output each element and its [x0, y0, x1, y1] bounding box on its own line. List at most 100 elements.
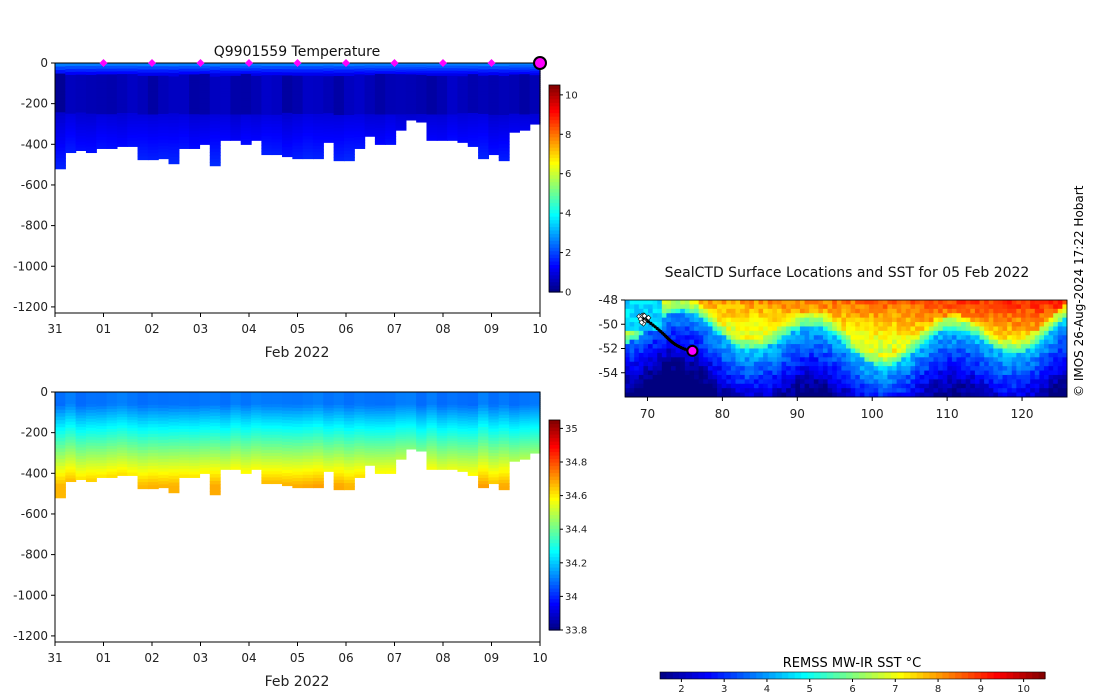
salinity-cell [147, 462, 159, 467]
sst-cell [818, 370, 824, 376]
sst-cell [680, 357, 686, 363]
salinity-cell [292, 462, 304, 466]
temperature-cell [478, 66, 490, 70]
sst-cell [809, 326, 815, 332]
sst-cell [680, 352, 686, 358]
sst-cell [799, 313, 806, 319]
sst-cell [970, 313, 976, 319]
salinity-cell [96, 440, 108, 444]
sst-cell [813, 370, 819, 376]
salinity-cell [343, 414, 355, 419]
sst-cell [1007, 322, 1013, 327]
sst-cell [680, 313, 686, 319]
salinity-cell [302, 401, 314, 406]
salinity-cell [509, 454, 520, 458]
sst-cell [790, 344, 796, 349]
salinity-cell [75, 470, 87, 475]
sst-cell [878, 322, 884, 327]
temperature-cell [220, 81, 232, 85]
sst-cell [763, 344, 769, 349]
temperature-cell [240, 141, 252, 145]
temperature-cell [168, 160, 180, 165]
salinity-cell [199, 454, 211, 458]
temperature-cell [75, 95, 87, 99]
temperature-cell [158, 120, 170, 125]
sst-cell [859, 308, 865, 314]
temperature-cell [261, 145, 273, 149]
temperature-cell [240, 71, 252, 75]
temperature-cell [127, 129, 139, 134]
temperature-cell [343, 95, 355, 100]
temperature-cell [323, 84, 335, 88]
temperature-cell [85, 101, 97, 106]
salinity-cell [147, 449, 159, 454]
sst-cell [919, 344, 925, 349]
sst-cell [652, 313, 658, 319]
salinity-cell [147, 478, 159, 483]
sst-cell [712, 335, 718, 341]
sst-cell [776, 322, 783, 327]
sst-cell [634, 383, 640, 389]
sst-cell [933, 322, 939, 327]
salinity-cell [529, 448, 541, 452]
temperature-cell [405, 81, 417, 85]
temperature-cell [385, 133, 397, 137]
salinity-cell [209, 409, 221, 414]
sst-cell [979, 352, 985, 358]
temperature-cell [343, 82, 355, 87]
salinity-cell [271, 440, 283, 445]
sst-cell [809, 317, 815, 323]
sst-cell [974, 313, 981, 319]
salinity-cell [488, 395, 500, 399]
temperature-cell [271, 102, 283, 107]
salinity-cell [137, 469, 149, 474]
temperature-cell [55, 101, 66, 106]
temperature-cell [271, 66, 283, 70]
sst-cell [689, 379, 695, 385]
temperature-cell [251, 75, 262, 80]
salinity-cell [137, 446, 149, 451]
salinity-cell [302, 411, 314, 415]
sst-cell [1043, 330, 1050, 336]
temperature-cell [189, 145, 201, 149]
sst-cell [661, 308, 667, 314]
sst-cell [859, 366, 865, 372]
sst-cell [740, 366, 746, 372]
salinity-cell [75, 392, 87, 396]
sst-cell [648, 308, 654, 314]
salinity-cb-segment [549, 612, 560, 617]
temperature-cell [302, 72, 314, 77]
salinity-cell [354, 465, 366, 470]
sst-cell [1053, 308, 1059, 314]
temperature-cell [447, 93, 459, 98]
sst-cell [850, 348, 856, 354]
temperature-cell [436, 88, 448, 92]
salinity-cell [85, 421, 97, 426]
salinity-cell [374, 470, 386, 474]
sst-cell [961, 366, 967, 372]
sst-cell [892, 330, 898, 336]
sst-cell [951, 370, 957, 376]
salinity-cell [354, 451, 366, 456]
salinity-cell [509, 444, 520, 448]
salinity-cell [96, 448, 108, 453]
sst-cell [947, 317, 953, 323]
temperature-cell [302, 110, 314, 115]
temperature-cell [65, 116, 77, 121]
salinity-cell [312, 392, 324, 396]
salinity-cell [137, 401, 149, 406]
sst-cell [763, 317, 769, 323]
salinity-cell [405, 435, 417, 439]
temperature-cell [261, 90, 273, 95]
salinity-cell [85, 457, 97, 462]
salinity-cell [509, 398, 520, 402]
salinity-cell [282, 466, 293, 471]
sst-cell [1030, 374, 1036, 380]
salinity-cell [405, 392, 417, 395]
temperature-cell [96, 136, 108, 141]
salinity-cell [158, 452, 170, 457]
salinity-cell [416, 445, 428, 448]
temperature-cb-segment [549, 257, 560, 262]
sst-cell [781, 370, 787, 376]
sst-cell [1011, 304, 1017, 310]
